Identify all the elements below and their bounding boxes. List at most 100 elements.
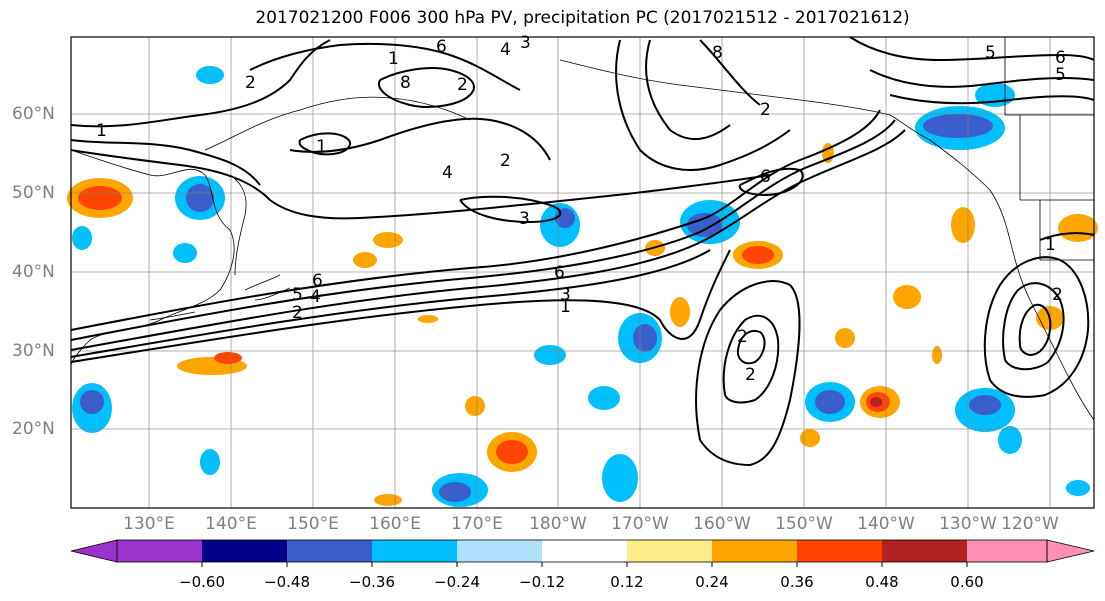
lat-label: 30°N xyxy=(12,341,55,361)
contour-label: 1 xyxy=(560,297,571,317)
map-title: 2017021200 F006 300 hPa PV, precipitatio… xyxy=(255,8,910,28)
lon-label: 180°W xyxy=(529,514,587,534)
precip-blob xyxy=(870,397,882,407)
contour-label: 2 xyxy=(245,73,256,93)
precip-blob xyxy=(1066,480,1090,496)
colorbar-tick-label: 0.60 xyxy=(950,573,984,591)
precip-blob xyxy=(214,352,242,364)
contour-label: 3 xyxy=(520,33,531,53)
lon-label: 170°W xyxy=(611,514,669,534)
contour-label: 6 xyxy=(554,263,565,283)
precip-blob xyxy=(439,482,471,502)
graticule xyxy=(71,37,1094,508)
precip-blob xyxy=(1058,214,1098,242)
precip-blob xyxy=(800,429,820,447)
contour-label: 2 xyxy=(457,75,468,95)
pv-contours xyxy=(70,36,1095,467)
precip-blob xyxy=(173,243,197,263)
precip-blob xyxy=(670,297,690,327)
colorbar-tick-label: 0.48 xyxy=(865,573,899,591)
contour-label: 4 xyxy=(500,40,511,60)
precip-blob xyxy=(496,440,528,464)
contour-labels: 1 1 2 3 4 6 8 6 4 2 1 2 3 4 5 6 1 2 3 5 … xyxy=(96,33,1066,385)
lon-label: 130°E xyxy=(123,514,175,534)
contour-label: 8 xyxy=(712,43,723,63)
contour-label: 3 xyxy=(560,285,571,305)
precip-blob xyxy=(687,213,723,237)
precip-blob xyxy=(951,207,975,243)
lat-label: 50°N xyxy=(12,183,55,203)
contour-label: 2 xyxy=(737,327,748,347)
precip-blob xyxy=(374,494,402,506)
precip-blob xyxy=(196,66,224,84)
colorbar-swatch xyxy=(117,540,202,562)
contour-label: 1 xyxy=(1045,235,1056,255)
precip-blob xyxy=(633,324,657,352)
contour-label: 4 xyxy=(310,287,321,307)
lat-label: 40°N xyxy=(12,262,55,282)
colorbar-swatch xyxy=(287,540,372,562)
lon-label: 170°E xyxy=(451,514,503,534)
precip-blob xyxy=(893,285,921,309)
lon-label: 120°W xyxy=(1001,514,1059,534)
precip-shading xyxy=(67,66,1098,507)
precip-blob xyxy=(80,390,104,414)
precip-blob xyxy=(465,396,485,416)
contour-label: 4 xyxy=(442,163,453,183)
colorbar-outline xyxy=(116,539,1048,563)
colorbar-tick-label: −0.60 xyxy=(179,573,225,591)
lat-label: 60°N xyxy=(12,104,55,124)
colorbar-tick-label: 0.24 xyxy=(695,573,729,591)
precip-blob xyxy=(815,390,845,414)
colorbar-swatch xyxy=(712,540,797,562)
precip-blob xyxy=(742,246,774,264)
precip-blob xyxy=(72,226,92,250)
colorbar-min-extend xyxy=(70,539,118,563)
contour-label: 6 xyxy=(760,167,771,187)
contour-label: 5 xyxy=(985,43,996,63)
precip-blob xyxy=(998,426,1022,454)
colorbar-swatch xyxy=(372,540,457,562)
precip-blob xyxy=(353,252,377,268)
contour-label: 6 xyxy=(1055,48,1066,68)
precip-blob xyxy=(200,449,220,475)
precip-blob xyxy=(78,186,122,210)
lon-label: 140°E xyxy=(205,514,257,534)
colorbar-tick-label: 0.12 xyxy=(610,573,644,591)
precip-blob xyxy=(835,328,855,348)
map-frame xyxy=(70,36,1095,509)
contour-label: 6 xyxy=(312,271,323,291)
lon-label: 160°W xyxy=(693,514,751,534)
lon-label: 150°E xyxy=(287,514,339,534)
precip-blob xyxy=(418,315,438,323)
contour-label: 2 xyxy=(745,365,756,385)
colorbar-swatch xyxy=(542,540,627,562)
colorbar-tick-label: −0.48 xyxy=(264,573,310,591)
lon-label: 140°W xyxy=(857,514,915,534)
contour-label: 8 xyxy=(400,73,411,93)
contour-label: 2 xyxy=(760,100,771,120)
precip-blob xyxy=(588,386,620,410)
contour-label: 2 xyxy=(500,151,511,171)
lon-label: 130°W xyxy=(939,514,997,534)
precip-blob xyxy=(373,232,403,248)
precip-blob xyxy=(932,346,942,364)
colorbar-tick-label: −0.12 xyxy=(519,573,565,591)
contour-label: 2 xyxy=(1052,285,1063,305)
precip-blob xyxy=(534,345,566,365)
colorbar-tick-label: −0.24 xyxy=(434,573,480,591)
contour-label: 6 xyxy=(436,37,447,57)
colorbar-swatch xyxy=(882,540,967,562)
colorbar-tick-label: −0.36 xyxy=(349,573,395,591)
precip-blob xyxy=(602,454,638,502)
contour-label: 1 xyxy=(388,49,399,69)
lat-label: 20°N xyxy=(12,419,55,439)
colorbar-swatch xyxy=(797,540,882,562)
colorbar-tick-label: 0.36 xyxy=(780,573,814,591)
contour-label: 1 xyxy=(96,121,107,141)
colorbar-swatch xyxy=(457,540,542,562)
colorbar-max-extend xyxy=(1046,539,1095,563)
precip-blob xyxy=(186,184,214,212)
contour-label: 5 xyxy=(292,285,303,305)
